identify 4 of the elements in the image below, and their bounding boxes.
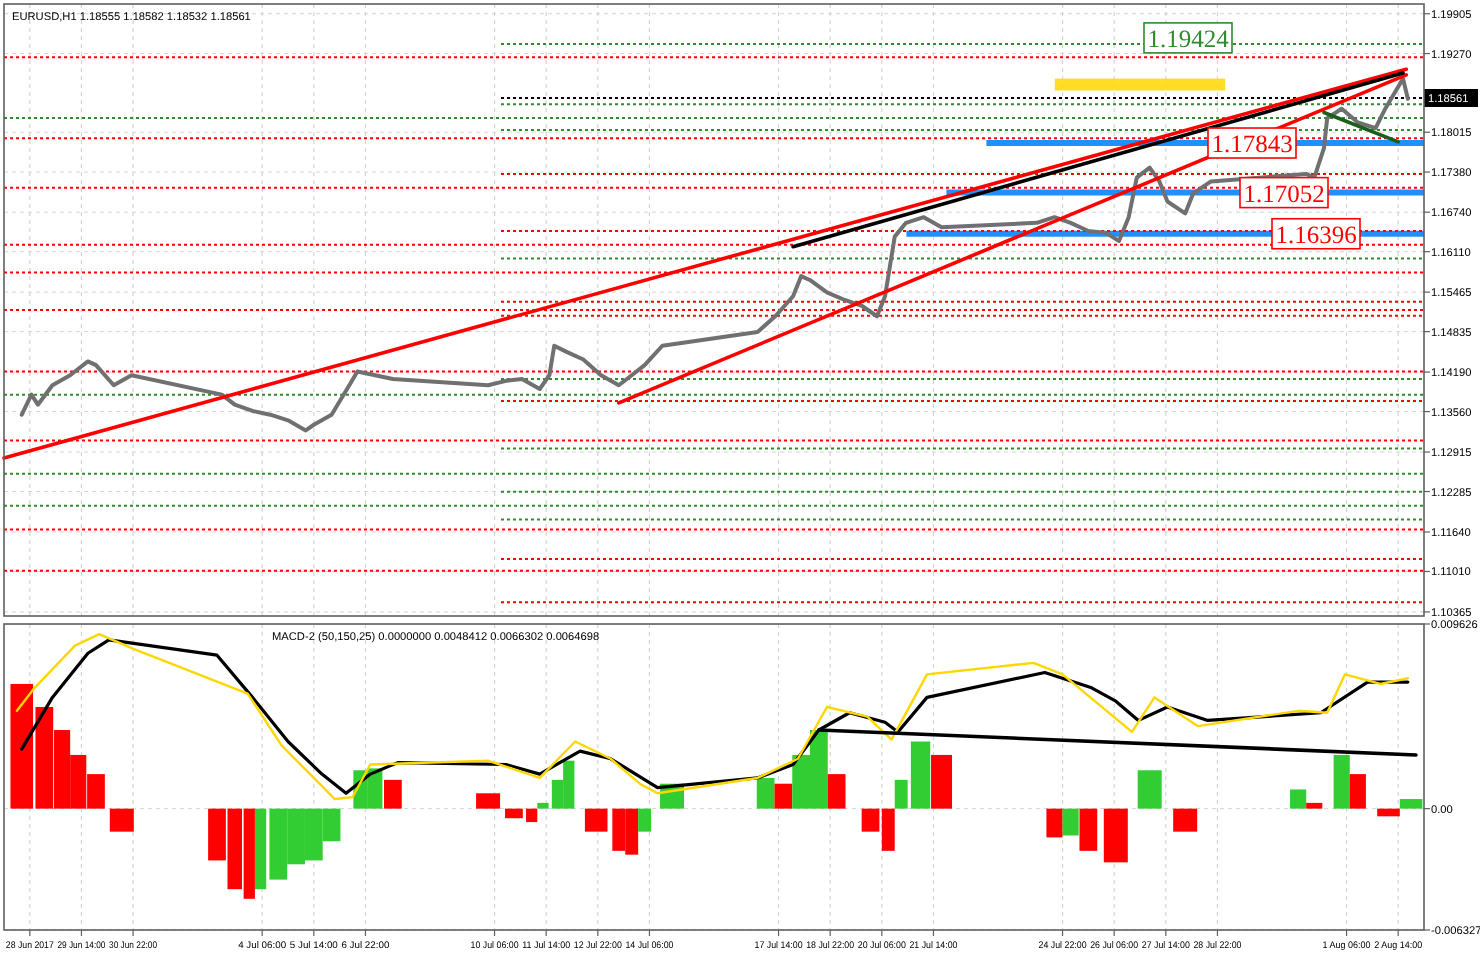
ref-line-label: 1.17843 (1211, 130, 1293, 159)
ref-line-label: 1.19424 (1147, 24, 1231, 53)
ref-line-label: 1.17052 (1243, 179, 1325, 208)
ref-line-label: 1.16396 (1275, 220, 1357, 249)
